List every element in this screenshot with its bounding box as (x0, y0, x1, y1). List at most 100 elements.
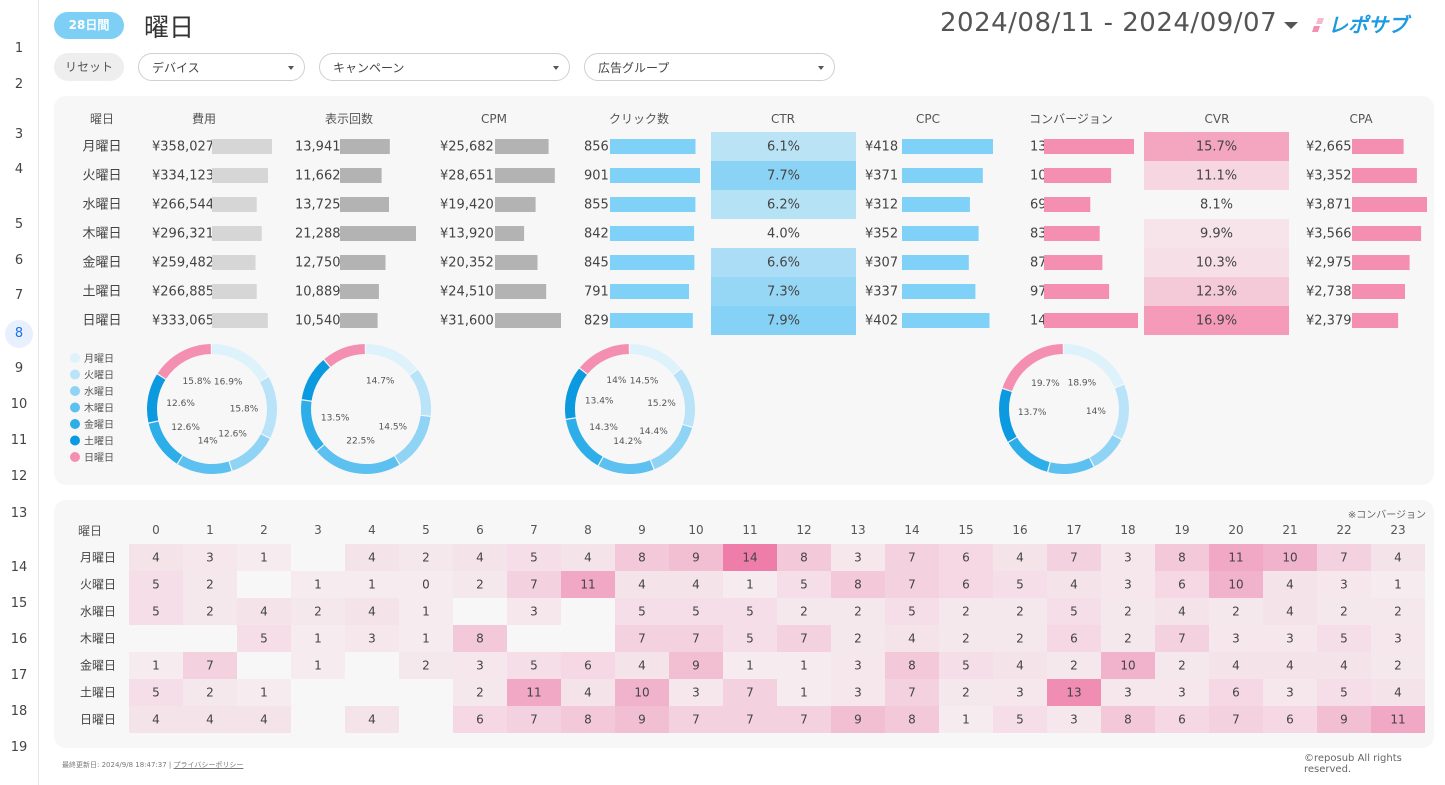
donut-label: 14.7% (366, 376, 395, 386)
hour-header: 9 (638, 523, 646, 537)
impressions-value: 13,725 (295, 198, 341, 213)
line-number[interactable]: 12 (10, 469, 28, 484)
line-number[interactable]: 9 (14, 361, 24, 376)
heatmap-cell (1155, 652, 1209, 679)
line-number[interactable]: 10 (10, 397, 28, 412)
heatmap-cell (237, 625, 291, 652)
heatmap-value: 4 (1286, 578, 1294, 592)
heatmap-cell (183, 706, 237, 733)
donut-label: 13.5% (321, 414, 350, 424)
line-number[interactable]: 15 (10, 596, 28, 611)
ctr-value: 7.9% (767, 314, 800, 329)
heatmap-cell (453, 625, 507, 652)
device-filter[interactable]: デバイス (138, 53, 305, 81)
line-number[interactable]: 3 (14, 127, 24, 142)
heatmap-value: 4 (1394, 686, 1402, 700)
cpa-bar (1352, 226, 1422, 241)
heatmap-day-label: 水曜日 (80, 605, 116, 619)
heatmap-cell (1263, 571, 1317, 598)
heatmap-cell (1317, 571, 1371, 598)
legend-label: 月曜日 (84, 353, 114, 365)
heatmap-value: 2 (1178, 659, 1186, 673)
campaign-filter[interactable]: キャンペーン (319, 53, 570, 81)
line-number[interactable]: 4 (14, 162, 24, 177)
hour-header: 12 (796, 523, 811, 537)
donut-label: 12.6% (218, 430, 247, 440)
heatmap-cell (615, 598, 669, 625)
donut-segment (1112, 384, 1129, 439)
line-number[interactable]: 2 (14, 77, 24, 92)
hour-header: 19 (1174, 523, 1189, 537)
line-number[interactable]: 7 (14, 288, 24, 303)
line-number[interactable]: 11 (10, 433, 28, 448)
heatmap-value: 1 (314, 632, 322, 646)
heatmap-value: 7 (638, 632, 646, 646)
ad-group-filter[interactable]: 広告グループ (584, 53, 835, 81)
cost-value: ¥296,321 (152, 227, 214, 242)
period-badge[interactable]: 28日間 (54, 12, 124, 39)
heatmap-cell (669, 706, 723, 733)
cpc-bar (902, 313, 990, 328)
donut-segment (1008, 437, 1050, 472)
heatmap-value: 9 (854, 713, 862, 727)
line-number[interactable]: 5 (14, 217, 24, 232)
heatmap-cell (399, 544, 453, 571)
heatmap-cell (1371, 679, 1425, 706)
heatmap-cell (507, 706, 561, 733)
cpa-value: ¥2,738 (1306, 285, 1352, 300)
line-number[interactable]: 13 (10, 506, 28, 521)
cpm-value: ¥25,682 (440, 140, 494, 155)
heatmap-cell (453, 652, 507, 679)
heatmap-cell (561, 706, 615, 733)
heatmap-value: 8 (908, 713, 916, 727)
line-number[interactable]: 18 (10, 704, 28, 719)
heatmap-cell (993, 652, 1047, 679)
line-number[interactable]: 14 (10, 560, 28, 575)
impressions-value: 21,288 (295, 227, 341, 242)
weekday-metrics-panel: 曜日 費用 表示回数 CPM クリック数 CTR CPC コンバージョン CVR CPA 月曜日 火曜… (54, 96, 1434, 485)
heatmap-cell (1155, 571, 1209, 598)
heatmap-value: 2 (206, 578, 214, 592)
donut-segment (211, 344, 269, 382)
heatmap-value: 7 (908, 578, 916, 592)
line-number[interactable]: 1 (14, 41, 24, 56)
heatmap-cell (129, 706, 183, 733)
heatmap-cell (669, 625, 723, 652)
reset-button[interactable]: リセット (54, 53, 124, 81)
cpm-bar (495, 197, 536, 212)
heatmap-value: 7 (692, 632, 700, 646)
ctr-value: 4.0% (767, 227, 800, 242)
heatmap-value: 8 (800, 551, 808, 565)
ctr-value: 7.7% (767, 169, 800, 184)
heatmap-value: 3 (1232, 632, 1240, 646)
footer-info: 最終更新日: 2024/9/8 18:47:37 | プライバシーポリシー (62, 760, 243, 770)
line-number[interactable]: 6 (14, 253, 24, 268)
heatmap-cell (669, 652, 723, 679)
cpm-value: ¥24,510 (440, 285, 494, 300)
heatmap-cell (291, 625, 345, 652)
chevron-down-icon[interactable] (1284, 22, 1298, 29)
heatmap-value: 2 (962, 686, 970, 700)
line-number[interactable]: 16 (10, 632, 28, 647)
heatmap-value: 9 (692, 551, 700, 565)
line-number[interactable]: 19 (10, 740, 28, 755)
ctr-value: 6.1% (767, 140, 800, 155)
legend-swatch (70, 452, 80, 462)
line-number[interactable]: 17 (10, 668, 28, 683)
heatmap-value: 1 (314, 659, 322, 673)
heatmap-value: 7 (1340, 551, 1348, 565)
heatmap-cell (831, 706, 885, 733)
date-range[interactable]: 2024/08/11 - 2024/09/07 (940, 8, 1278, 38)
line-number[interactable]: 8 (5, 320, 33, 348)
heatmap-cell (1101, 652, 1155, 679)
cpc-bar (902, 284, 976, 299)
donut-segment (177, 455, 232, 474)
heatmap-value: 2 (1232, 605, 1240, 619)
donut-label: 14.2% (613, 437, 642, 447)
hour-header: 15 (958, 523, 973, 537)
privacy-policy-link[interactable]: プライバシーポリシー (173, 761, 244, 769)
heatmap-value: 1 (314, 578, 322, 592)
hourly-heatmap-panel: ※コンバージョン 曜日 0 1 2 3 4 5 6 7 8 9 10 11 12 13 14 15 16 17 18 19… (54, 500, 1434, 748)
impressions-value: 10,889 (295, 285, 341, 300)
heatmap-cell (1047, 598, 1101, 625)
